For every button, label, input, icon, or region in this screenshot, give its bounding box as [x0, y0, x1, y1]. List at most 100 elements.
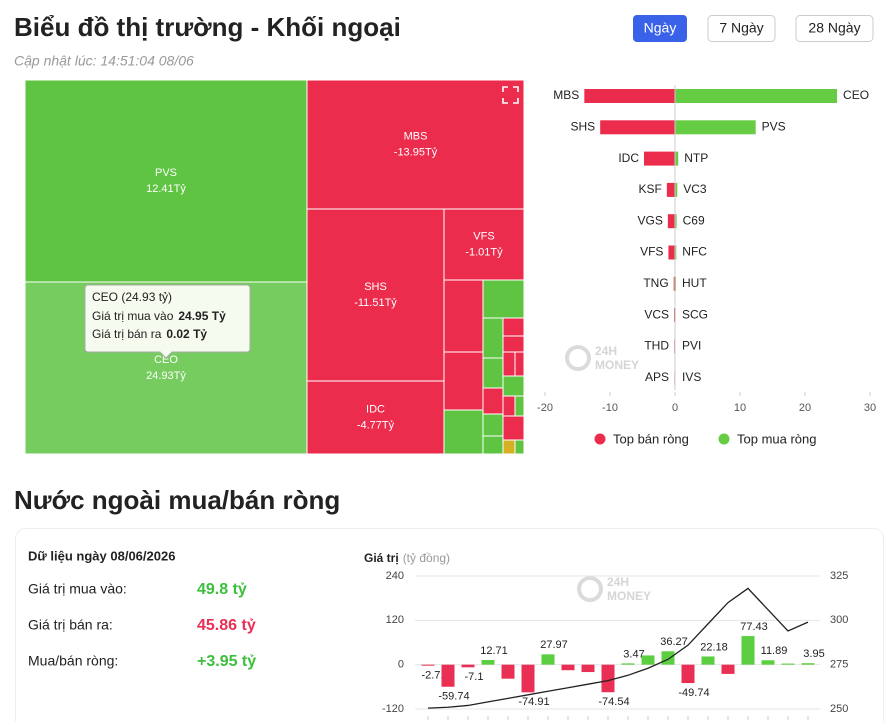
bar: [781, 663, 795, 665]
btn-day[interactable]: Ngày: [633, 15, 687, 42]
tile: [482, 357, 504, 389]
bar-label: IVS: [682, 370, 701, 384]
tile: [482, 317, 504, 359]
bar: [584, 89, 675, 103]
bar: [681, 664, 695, 684]
tile: [502, 439, 516, 455]
bar: [601, 664, 615, 693]
tile: [502, 351, 516, 377]
bar: [641, 655, 655, 665]
tile: [514, 395, 525, 417]
x-tick-label: 30: [864, 402, 876, 414]
y-tick-label: -120: [382, 703, 404, 715]
bar-value: -7.1: [465, 671, 484, 683]
bar: [481, 659, 495, 665]
watermark-logo: [577, 576, 603, 602]
tile: [514, 351, 525, 377]
btn-label[interactable]: Ngày: [644, 20, 677, 36]
bar: [501, 664, 515, 679]
tile: [443, 351, 484, 411]
summary-label: Giá trị bán ra:: [28, 617, 113, 633]
bar-value: 11.89: [761, 645, 788, 657]
tile: [482, 279, 525, 319]
tile: [306, 380, 445, 455]
line: [427, 587, 809, 709]
watermark-text: MONEY: [607, 589, 651, 603]
bar: [675, 182, 678, 197]
y-label: Giá trị: [364, 551, 399, 565]
summary-value: 49.8 tỷ: [197, 581, 247, 598]
tile: [502, 375, 525, 397]
bar: [701, 656, 715, 665]
bar-label: SCG: [682, 307, 708, 321]
y2-tick-label: 250: [830, 703, 848, 715]
bar: [666, 182, 675, 197]
tooltip: CEO (24.93 tỷ) Giá trị mua vào 24.95 Tỷ Giá…: [84, 284, 251, 359]
tile: [482, 387, 504, 415]
bar: [721, 664, 735, 674]
tooltip-row: Giá trị mua vào 24.95 Tỷ: [92, 309, 226, 323]
btn-7[interactable]: 7 Ngày: [707, 15, 776, 42]
tile: [482, 413, 504, 437]
x-tick-label: 10: [734, 402, 746, 414]
tooltip-title: CEO (24.93 tỷ): [92, 290, 172, 304]
bar: [561, 664, 575, 671]
bar-label: MBS: [553, 88, 579, 102]
bar-label: KSF: [639, 182, 662, 196]
tile: [306, 208, 445, 382]
bar-label: THD: [644, 339, 669, 353]
bar-label: C69: [683, 213, 705, 227]
bar-label: VGS: [638, 213, 663, 227]
x-tick-label: 0: [672, 402, 678, 414]
bar: [421, 664, 435, 666]
bar: [673, 276, 675, 291]
tile: [443, 208, 525, 281]
legend-dot: [718, 433, 730, 445]
tile: [502, 415, 525, 441]
bar-value: -2.71: [421, 670, 446, 682]
bar-value: 27.97: [540, 639, 568, 651]
bar: [741, 636, 755, 665]
tile: [443, 409, 484, 455]
legend-label: Top mua ròng: [737, 431, 817, 446]
tile-value: 12.41Tỷ: [146, 183, 186, 195]
tile-value: -4.77Tỷ: [357, 419, 395, 431]
tile-value: -1.01Tỷ: [465, 246, 503, 258]
legend-label: Top bán ròng: [613, 431, 689, 446]
bar-label: NFC: [682, 245, 707, 259]
bar-value: -74.91: [518, 696, 549, 708]
y2-tick-label: 325: [830, 570, 848, 582]
y-tick-label: 120: [386, 614, 404, 626]
tile: [502, 395, 516, 417]
summary: Dữ liệu ngày 08/06/2026 Giá trị mua vào: 4…: [28, 548, 256, 670]
bar-value: -74.54: [598, 696, 629, 708]
tooltip-label: Giá trị bán ra: [92, 327, 162, 341]
bar-label: HUT: [682, 276, 707, 290]
fullscreen-icon[interactable]: [502, 86, 519, 104]
tile-label: VFS: [473, 230, 494, 242]
btn-label[interactable]: 7 Ngày: [719, 20, 763, 36]
y-title: Giá trị (tỷ đồng): [364, 551, 450, 565]
y-tick-label: 0: [398, 659, 404, 671]
bar: [675, 245, 677, 260]
bar: [441, 664, 455, 687]
watermark-text: 24H: [595, 344, 617, 358]
btn-label[interactable]: 28 Ngày: [808, 20, 860, 36]
btn-bg: [795, 15, 874, 42]
bar-label: IDC: [618, 151, 639, 165]
bar-label: SHS: [570, 119, 595, 133]
bar: [581, 664, 595, 673]
watermark-text: 24H: [607, 575, 629, 589]
tile: [443, 279, 484, 353]
bar: [521, 664, 535, 693]
tile-label: SHS: [364, 281, 387, 293]
summary-label: Mua/bán ròng:: [28, 653, 118, 669]
y-unit: (tỷ đồng): [403, 551, 450, 565]
bar: [675, 89, 838, 103]
tile: [24, 79, 308, 283]
btn-28[interactable]: 28 Ngày: [795, 15, 874, 42]
summary-title: Dữ liệu ngày 08/06/2026: [28, 548, 175, 563]
tile-value: -11.51Tỷ: [354, 297, 397, 309]
btn-bg: [707, 15, 776, 42]
